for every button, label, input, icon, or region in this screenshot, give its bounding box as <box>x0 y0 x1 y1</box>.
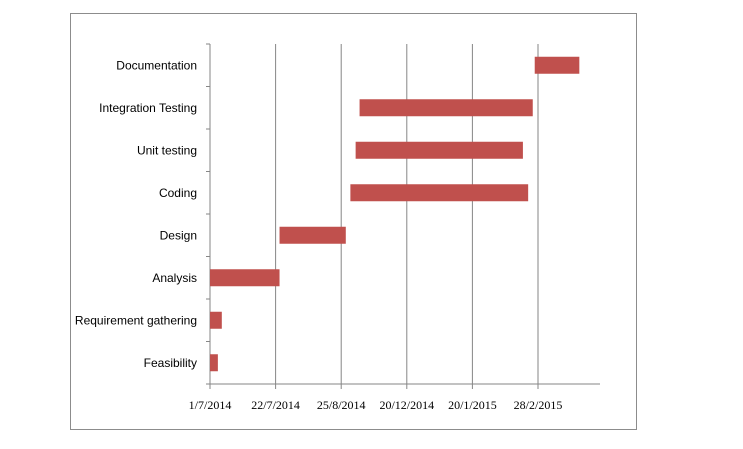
bar-analysis <box>210 269 280 287</box>
category-label-unit-testing: Unit testing <box>137 143 197 157</box>
bar-design <box>279 226 346 244</box>
category-label-feasibility: Feasibility <box>144 356 197 370</box>
bar-coding <box>350 184 529 202</box>
bar-unit-testing <box>355 141 523 159</box>
bar-feasibility <box>210 354 218 372</box>
x-tick-label-4: 20/1/2015 <box>448 398 497 412</box>
bar-integration-testing <box>359 99 533 117</box>
x-tick-label-3: 20/12/2014 <box>379 398 434 412</box>
category-label-coding: Coding <box>159 186 197 200</box>
category-label-analysis: Analysis <box>152 271 197 285</box>
category-label-documentation: Documentation <box>116 58 197 72</box>
bar-requirement-gathering <box>210 311 222 329</box>
x-tick-label-0: 1/7/2014 <box>189 398 232 412</box>
x-tick-label-1: 22/7/2014 <box>251 398 300 412</box>
category-label-requirement-gathering: Requirement gathering <box>75 313 197 327</box>
x-tick-label-5: 28/2/2015 <box>514 398 563 412</box>
chart-frame <box>70 13 637 430</box>
bar-documentation <box>534 56 580 74</box>
category-label-integration-testing: Integration Testing <box>99 101 197 115</box>
x-tick-label-2: 25/8/2014 <box>317 398 366 412</box>
category-label-design: Design <box>160 228 197 242</box>
